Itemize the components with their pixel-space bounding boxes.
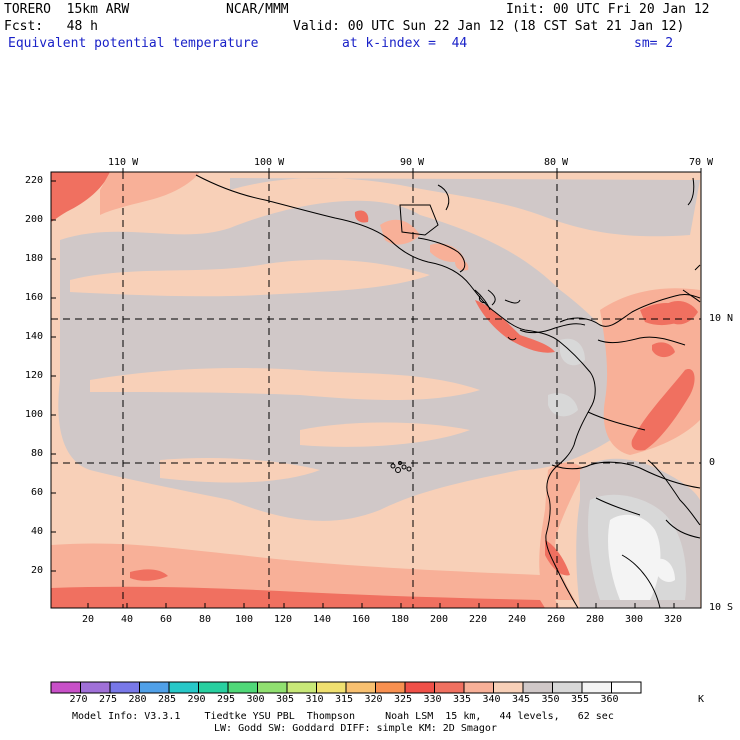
colorbar bbox=[50, 681, 642, 694]
colorbar-label: 290 bbox=[187, 694, 206, 705]
colorbar-swatch bbox=[198, 681, 229, 694]
grid-x-label: 200 bbox=[430, 614, 449, 625]
grid-x-label: 60 bbox=[160, 614, 173, 625]
colorbar-swatch bbox=[552, 681, 583, 694]
colorbar-swatch bbox=[80, 681, 111, 694]
colorbar-swatch bbox=[139, 681, 170, 694]
grid-y-label: 220 bbox=[25, 175, 44, 186]
colorbar-swatch bbox=[434, 681, 465, 694]
valid-time: Valid: 00 UTC Sun 22 Jan 12 (18 CST Sat … bbox=[293, 19, 685, 34]
colorbar-label: 300 bbox=[246, 694, 265, 705]
grid-x-label: 80 bbox=[199, 614, 212, 625]
colorbar-swatch bbox=[286, 681, 317, 694]
colorbar-swatch bbox=[375, 681, 406, 694]
grid-x-label: 180 bbox=[391, 614, 410, 625]
grid-x-label: 120 bbox=[274, 614, 293, 625]
grid-x-label: 100 bbox=[235, 614, 254, 625]
colorbar-label: 285 bbox=[158, 694, 177, 705]
colorbar-label: 295 bbox=[217, 694, 236, 705]
colorbar-swatch bbox=[345, 681, 376, 694]
grid-y-label: 80 bbox=[31, 448, 44, 459]
model-name: TORERO 15km ARW bbox=[4, 2, 130, 17]
colorbar-label: 350 bbox=[541, 694, 560, 705]
colorbar-swatch bbox=[50, 681, 81, 694]
colorbar-label: 360 bbox=[600, 694, 619, 705]
grid-y-label: 120 bbox=[25, 370, 44, 381]
colorbar-swatch bbox=[168, 681, 199, 694]
field-title: Equivalent potential temperature bbox=[8, 36, 259, 51]
colorbar-label: 280 bbox=[128, 694, 147, 705]
grid-x-label: 140 bbox=[313, 614, 332, 625]
grid-x-label: 40 bbox=[121, 614, 134, 625]
grid-x-label: 240 bbox=[508, 614, 527, 625]
grid-x-label: 260 bbox=[547, 614, 566, 625]
grid-y-label: 140 bbox=[25, 331, 44, 342]
lat-label-10n: 10 N bbox=[709, 313, 734, 324]
grid-y-label: 20 bbox=[31, 565, 44, 576]
colorbar-swatch bbox=[257, 681, 288, 694]
lon-label-70w: 70 W bbox=[689, 157, 714, 168]
lon-label-90w: 90 W bbox=[400, 157, 425, 168]
center-name: NCAR/MMM bbox=[226, 2, 289, 17]
physics-info-line: LW: Godd SW: Goddard DIFF: simple KM: 2D… bbox=[214, 723, 497, 734]
colorbar-label: 310 bbox=[305, 694, 324, 705]
colorbar-swatch bbox=[581, 681, 612, 694]
level-title: at k-index = 44 bbox=[342, 36, 468, 51]
colorbar-label: 355 bbox=[571, 694, 590, 705]
colorbar-swatch bbox=[109, 681, 140, 694]
grid-x-label: 220 bbox=[469, 614, 488, 625]
grid-y-label: 40 bbox=[31, 526, 44, 537]
colorbar-swatch bbox=[404, 681, 435, 694]
forecast-hour: Fcst: 48 h bbox=[4, 19, 98, 34]
grid-y-label: 160 bbox=[25, 292, 44, 303]
init-time: Init: 00 UTC Fri 20 Jan 12 bbox=[506, 2, 710, 17]
colorbar-label: 320 bbox=[364, 694, 383, 705]
colorbar-swatch bbox=[611, 681, 642, 694]
colorbar-swatch bbox=[463, 681, 494, 694]
colorbar-swatch bbox=[227, 681, 258, 694]
colorbar-label: 340 bbox=[482, 694, 501, 705]
grid-y-label: 180 bbox=[25, 253, 44, 264]
colorbar-label: 335 bbox=[453, 694, 472, 705]
smoothing-title: sm= 2 bbox=[634, 36, 674, 51]
colorbar-label: 305 bbox=[276, 694, 295, 705]
colorbar-label: 330 bbox=[423, 694, 442, 705]
colorbar-label: 270 bbox=[69, 694, 88, 705]
colorbar-swatch bbox=[522, 681, 553, 694]
grid-y-label: 60 bbox=[31, 487, 44, 498]
colorbar-label: 315 bbox=[335, 694, 354, 705]
colorbar-label: 325 bbox=[394, 694, 413, 705]
model-info-line: Model Info: V3.3.1 Tiedtke YSU PBL Thomp… bbox=[72, 711, 614, 722]
colorbar-label: 275 bbox=[99, 694, 118, 705]
lon-label-110w: 110 W bbox=[108, 157, 139, 168]
grid-x-label: 300 bbox=[625, 614, 644, 625]
lon-label-100w: 100 W bbox=[254, 157, 285, 168]
grid-y-label: 200 bbox=[25, 214, 44, 225]
colorbar-swatch bbox=[316, 681, 347, 694]
lon-label-80w: 80 W bbox=[544, 157, 569, 168]
colorbar-label: 345 bbox=[512, 694, 531, 705]
grid-x-label: 280 bbox=[586, 614, 605, 625]
grid-x-label: 160 bbox=[352, 614, 371, 625]
colorbar-swatch bbox=[493, 681, 524, 694]
grid-x-label: 20 bbox=[82, 614, 95, 625]
grid-y-label: 100 bbox=[25, 409, 44, 420]
theta-e-field bbox=[51, 172, 701, 608]
colorbar-unit: K bbox=[698, 694, 705, 705]
grid-x-label: 320 bbox=[664, 614, 683, 625]
lat-label-10s: 10 S bbox=[709, 602, 734, 613]
lat-label-0: 0 bbox=[709, 457, 716, 468]
